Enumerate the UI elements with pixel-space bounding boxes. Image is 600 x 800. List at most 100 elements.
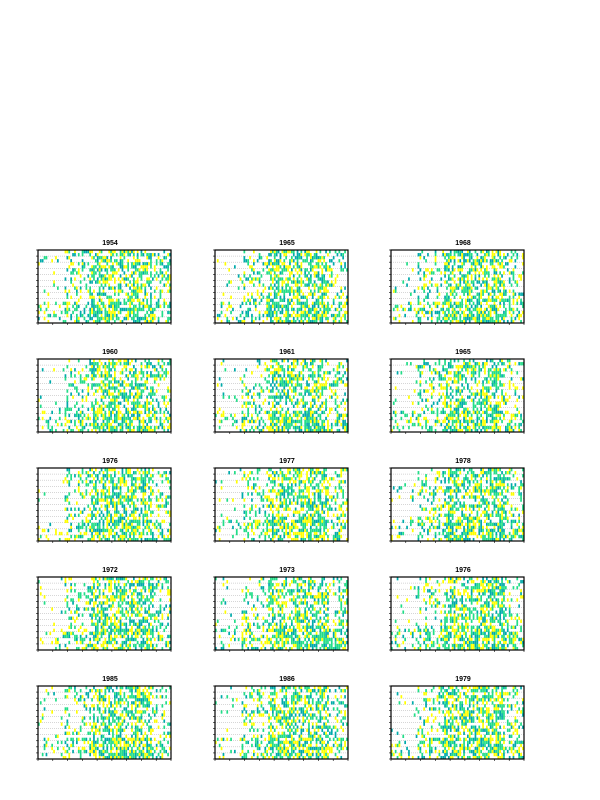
heatmap-cell <box>332 316 335 321</box>
heatmap-cell <box>505 428 507 433</box>
heatmap-cell <box>467 259 469 263</box>
heatmap-cell <box>253 250 255 254</box>
heatmap-cell <box>510 307 513 312</box>
heatmap-cell <box>406 362 408 366</box>
heatmap-cell <box>87 289 90 293</box>
heatmap-cell <box>332 283 335 287</box>
heatmap-cell <box>68 289 71 293</box>
heatmap-cell <box>459 422 462 427</box>
heatmap-cell <box>503 395 505 399</box>
heatmap-cell <box>346 425 348 430</box>
heatmap-cell <box>499 371 502 375</box>
heatmap-cell <box>89 250 92 254</box>
heatmap-cell <box>461 304 464 309</box>
heatmap-cell <box>313 425 316 430</box>
heatmap-cell <box>133 516 135 521</box>
heatmap-cell <box>144 265 147 269</box>
heatmap-cell <box>419 422 422 427</box>
heatmap-cell <box>150 307 152 312</box>
heatmap-cell <box>138 422 141 427</box>
heatmap-cell <box>87 274 90 278</box>
heatmap-cell <box>76 525 78 530</box>
heatmap-cell <box>108 537 111 542</box>
heatmap-cell <box>410 307 412 312</box>
heatmap-cell <box>346 368 348 372</box>
heatmap-cell <box>279 428 282 433</box>
heatmap-cell <box>336 313 339 318</box>
heatmap-cell <box>457 265 460 269</box>
heatmap-cell <box>57 422 59 427</box>
heatmap-cell <box>102 286 105 290</box>
heatmap-cell <box>117 510 120 514</box>
heatmap-cell <box>115 531 118 536</box>
panel-title: 1976 <box>102 458 118 465</box>
heatmap-cell <box>476 416 479 421</box>
heatmap-cell <box>327 428 329 433</box>
heatmap-cell <box>275 395 278 399</box>
heatmap-cell <box>76 271 78 275</box>
heatmap-cell <box>100 277 103 281</box>
heatmap-cell <box>112 489 114 493</box>
heatmap-cell <box>43 301 46 306</box>
heatmap-cell <box>501 316 503 321</box>
heatmap-cell <box>146 407 149 412</box>
heatmap-cell <box>245 313 248 318</box>
heatmap-cell <box>446 422 448 427</box>
heatmap-cell <box>146 510 149 514</box>
heatmap-cell <box>117 495 120 499</box>
heatmap-cell <box>499 380 502 384</box>
heatmap-cell <box>491 319 494 324</box>
heatmap-cell <box>64 410 67 415</box>
heatmap-cell <box>310 256 312 260</box>
heatmap-cell <box>157 301 160 306</box>
heatmap-cell <box>332 319 335 324</box>
heatmap-cell <box>68 537 71 542</box>
heatmap-cell <box>325 416 327 421</box>
heatmap-cell <box>291 286 293 290</box>
heatmap-cell <box>169 259 171 263</box>
heatmap-cell <box>270 274 272 278</box>
heatmap-cell <box>489 304 492 309</box>
heatmap-cell <box>138 516 141 521</box>
heatmap-cell <box>165 510 168 514</box>
heatmap-cell <box>136 313 139 318</box>
heatmap-cell <box>220 319 223 324</box>
heatmap-cell <box>453 313 456 318</box>
heatmap-cell <box>467 383 469 387</box>
heatmap-cell <box>106 319 109 324</box>
heatmap-cell <box>467 316 469 321</box>
heatmap-cell <box>146 265 149 269</box>
heatmap-cell <box>68 413 71 418</box>
heatmap-cell <box>131 519 133 524</box>
heatmap-cell <box>279 374 282 378</box>
heatmap-cell <box>449 410 452 415</box>
heatmap-cell <box>283 425 286 430</box>
heatmap-cell <box>275 304 278 309</box>
heatmap-cell <box>81 425 84 430</box>
heatmap-cell <box>268 253 270 257</box>
heatmap-cell <box>325 313 327 318</box>
heatmap-cell <box>119 265 122 269</box>
heatmap-cell <box>112 313 114 318</box>
heatmap-cell <box>144 474 147 478</box>
heatmap-cell <box>451 380 454 384</box>
heatmap-cell <box>272 404 274 408</box>
heatmap-cell <box>228 471 231 475</box>
heatmap-cell <box>463 398 465 402</box>
heatmap-cell <box>72 395 74 399</box>
heatmap-cell <box>163 537 166 542</box>
heatmap-cell <box>340 286 343 290</box>
heatmap-cell <box>159 416 162 421</box>
heatmap-cell <box>91 501 93 505</box>
heatmap-cell <box>95 413 97 418</box>
heatmap-cell <box>138 259 141 263</box>
heatmap-cell <box>480 268 483 272</box>
heatmap-cell <box>281 416 284 421</box>
heatmap-cell <box>446 386 448 390</box>
heatmap-cell <box>306 274 308 278</box>
heatmap-cell <box>432 271 435 275</box>
heatmap-cell <box>74 268 76 272</box>
heatmap-cell <box>281 283 284 287</box>
heatmap-cell <box>514 265 517 269</box>
heatmap-cell <box>129 410 131 415</box>
